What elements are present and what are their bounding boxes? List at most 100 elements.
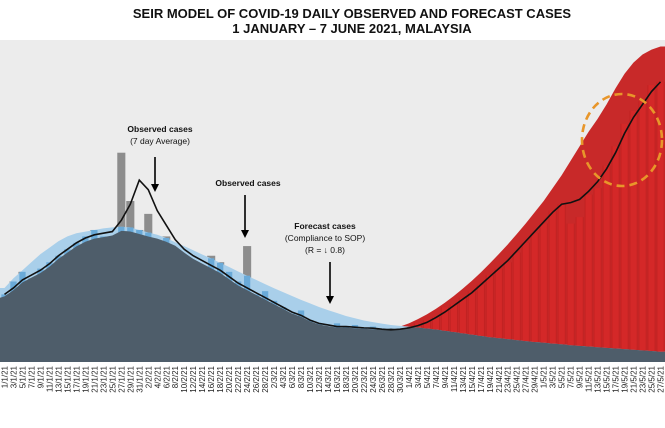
forecast-bar	[648, 85, 655, 352]
x-tick-label: 25/5/21	[648, 365, 657, 392]
forecast-bar	[576, 217, 583, 346]
x-tick-label: 29/1/21	[126, 365, 135, 392]
forecast-bar	[585, 194, 592, 347]
x-tick-label: 26/2/21	[252, 365, 261, 392]
x-tick-label: 8/3/21	[297, 365, 306, 388]
forecast-bar	[486, 275, 493, 338]
x-tick-label: 1/5/21	[540, 365, 549, 388]
x-tick-label: 15/4/21	[468, 365, 477, 392]
forecast-bar	[549, 210, 556, 344]
x-tick-label: 23/5/21	[639, 365, 648, 392]
x-tick-label: 27/5/21	[657, 365, 665, 392]
x-tick-label: 28/3/21	[387, 365, 396, 392]
forecast-bar	[477, 284, 484, 336]
x-tick-label: 28/2/21	[261, 365, 270, 392]
x-tick-label: 9/1/21	[36, 365, 45, 388]
forecast-bar	[495, 268, 502, 339]
x-tick-label: 7/5/21	[567, 365, 576, 388]
x-tick-label: 21/5/21	[630, 365, 639, 392]
x-tick-label: 6/3/21	[288, 365, 297, 388]
x-tick-label: 22/2/21	[234, 365, 243, 392]
x-tick-label: 23/4/21	[504, 365, 513, 392]
x-tick-label: 12/2/21	[189, 365, 198, 392]
highlight-ellipse	[580, 92, 664, 188]
x-tick-label: 11/5/21	[585, 365, 594, 392]
x-tick-label: 6/2/21	[162, 365, 171, 388]
x-tick-label: 13/1/21	[54, 365, 63, 392]
x-tick-label: 11/1/21	[45, 365, 54, 392]
x-tick-label: 7/4/21	[432, 365, 441, 388]
x-axis-ticks: 1/1/21 3/1/21 5/1/21 7/1/21 9/1/21 11/1/21 13/…	[0, 365, 665, 392]
x-tick-label: 21/4/21	[495, 365, 504, 392]
x-tick-label: 22/3/21	[360, 365, 369, 392]
x-tick-label: 19/4/21	[486, 365, 495, 392]
forecast-bar	[450, 304, 457, 333]
annotation-text: Forecast cases	[294, 221, 356, 231]
x-tick-label: 4/3/21	[279, 365, 288, 388]
annotation-arrowhead	[151, 184, 159, 192]
x-tick-label: 8/2/21	[171, 365, 180, 388]
x-tick-label: 25/4/21	[513, 365, 522, 392]
x-tick-label: 2/3/21	[270, 365, 279, 388]
x-tick-label: 5/4/21	[423, 365, 432, 388]
annotation-text: Observed cases	[127, 124, 192, 134]
x-tick-label: 9/5/21	[576, 365, 585, 388]
x-tick-label: 18/2/21	[216, 365, 225, 392]
x-tick-label: 15/1/21	[63, 365, 72, 392]
x-tick-label: 12/3/21	[315, 365, 324, 392]
x-tick-label: 1/4/21	[405, 365, 414, 388]
x-tick-label: 29/4/21	[531, 365, 540, 392]
forecast-bar	[612, 146, 619, 349]
annotation-arrowhead	[326, 296, 334, 304]
x-tick-label: 24/2/21	[243, 365, 252, 392]
forecast-bar	[594, 188, 601, 348]
x-tick-label: 18/3/21	[342, 365, 351, 392]
forecast-bar	[567, 223, 574, 346]
x-tick-label: 2/2/21	[144, 365, 153, 388]
forecast-bar	[522, 242, 529, 342]
annotations: Observed cases (7 day Average) Observed ca…	[127, 92, 664, 304]
forecast-bar	[504, 262, 511, 340]
x-tick-label: 13/5/21	[594, 365, 603, 392]
forecast-bar	[657, 81, 664, 352]
annotation-text: (R = ↓ 0.8)	[305, 245, 345, 255]
forecast-bar	[531, 233, 538, 343]
x-tick-label: 30/3/21	[396, 365, 405, 392]
x-tick-label: 27/1/21	[117, 365, 126, 392]
forecast-bar	[441, 307, 448, 331]
x-tick-label: 9/4/21	[441, 365, 450, 388]
x-tick-label: 17/1/21	[72, 365, 81, 392]
x-tick-label: 14/2/21	[198, 365, 207, 392]
x-tick-label: 16/3/21	[333, 365, 342, 392]
x-tick-label: 11/4/21	[450, 365, 459, 392]
forecast-bar	[639, 101, 646, 351]
x-tick-label: 4/2/21	[153, 365, 162, 388]
chart-layers	[0, 46, 665, 363]
x-tick-label: 24/3/21	[369, 365, 378, 392]
x-tick-label: 7/1/21	[27, 365, 36, 388]
forecast-bar	[432, 316, 439, 330]
forecast-bar	[630, 110, 637, 350]
forecast-bar	[468, 291, 475, 335]
x-tick-label: 1/1/21	[0, 365, 9, 388]
annotation-text: Observed cases	[215, 178, 280, 188]
annotation-arrowhead	[241, 230, 249, 238]
x-tick-label: 5/5/21	[558, 365, 567, 388]
x-tick-label: 3/1/21	[9, 365, 18, 388]
x-tick-label: 23/1/21	[99, 365, 108, 392]
x-tick-label: 3/4/21	[414, 365, 423, 388]
x-tick-label: 13/4/21	[459, 365, 468, 392]
forecast-bar	[603, 165, 610, 348]
forecast-bar	[558, 204, 565, 345]
annotation-text: (Compliance to SOP)	[285, 233, 365, 243]
x-tick-label: 19/5/21	[621, 365, 630, 392]
x-tick-label: 31/1/21	[135, 365, 144, 392]
x-tick-label: 14/3/21	[324, 365, 333, 392]
x-tick-label: 15/5/21	[603, 365, 612, 392]
x-tick-label: 19/1/21	[81, 365, 90, 392]
x-tick-label: 27/4/21	[522, 365, 531, 392]
chart-title: SEIR MODEL OF COVID-19 DAILY OBSERVED AN…	[133, 6, 572, 21]
x-tick-label: 20/3/21	[351, 365, 360, 392]
x-tick-label: 16/2/21	[207, 365, 216, 392]
